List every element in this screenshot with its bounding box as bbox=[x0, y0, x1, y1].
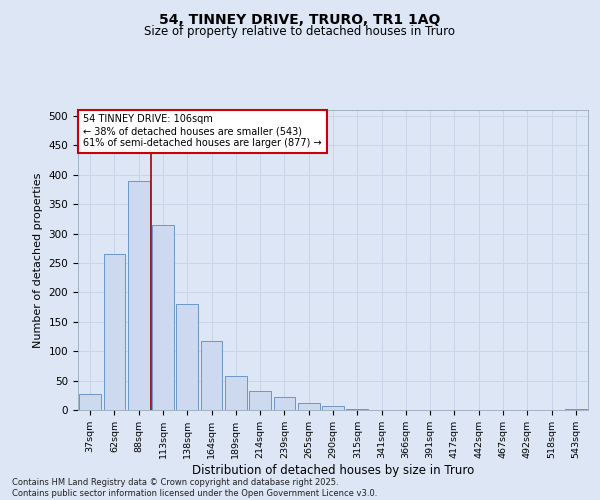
Bar bbox=[249, 390, 271, 410]
Bar bbox=[565, 409, 587, 410]
Text: 54, TINNEY DRIVE, TRURO, TR1 1AQ: 54, TINNEY DRIVE, TRURO, TR1 1AQ bbox=[160, 12, 440, 26]
Bar bbox=[152, 224, 174, 410]
Bar bbox=[176, 304, 198, 410]
Bar bbox=[322, 406, 344, 410]
Bar bbox=[79, 394, 101, 410]
X-axis label: Distribution of detached houses by size in Truro: Distribution of detached houses by size … bbox=[192, 464, 474, 476]
Bar bbox=[298, 403, 320, 410]
Bar bbox=[128, 180, 149, 410]
Text: 54 TINNEY DRIVE: 106sqm
← 38% of detached houses are smaller (543)
61% of semi-d: 54 TINNEY DRIVE: 106sqm ← 38% of detache… bbox=[83, 114, 322, 148]
Y-axis label: Number of detached properties: Number of detached properties bbox=[33, 172, 43, 348]
Bar bbox=[200, 340, 223, 410]
Text: Contains HM Land Registry data © Crown copyright and database right 2025.
Contai: Contains HM Land Registry data © Crown c… bbox=[12, 478, 377, 498]
Bar bbox=[274, 397, 295, 410]
Bar bbox=[225, 376, 247, 410]
Text: Size of property relative to detached houses in Truro: Size of property relative to detached ho… bbox=[145, 25, 455, 38]
Bar bbox=[104, 254, 125, 410]
